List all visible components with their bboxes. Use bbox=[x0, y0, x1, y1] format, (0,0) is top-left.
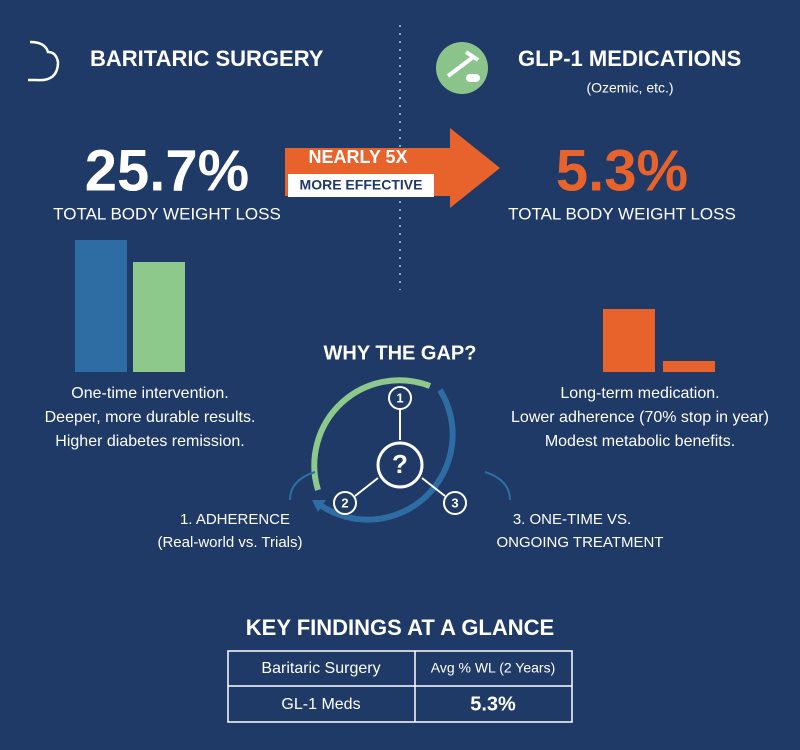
table-cell: GL-1 Meds bbox=[281, 696, 360, 713]
decor-bar bbox=[75, 240, 127, 372]
decor-bar bbox=[663, 361, 715, 372]
pill bbox=[466, 74, 480, 82]
cycle-arc bbox=[318, 388, 456, 523]
node-number: 1 bbox=[396, 390, 403, 405]
reason-label: 3. ONE-TIME VS. bbox=[513, 511, 631, 528]
left-title: BARITARIC SURGERY bbox=[90, 46, 324, 71]
note: Modest metabolic benefits. bbox=[545, 433, 735, 450]
node-circle bbox=[333, 491, 357, 515]
note: Higher diabetes remission. bbox=[55, 433, 244, 450]
connector bbox=[289, 471, 316, 501]
decor-bar bbox=[603, 309, 655, 372]
note: Lower adherence (70% stop in year) bbox=[511, 409, 769, 426]
cycle-nodes: 1 2 3 bbox=[333, 386, 467, 515]
table-cell: Baritaric Surgery bbox=[261, 660, 380, 677]
table-cell: Avg % WL (2 Years) bbox=[431, 660, 556, 676]
node-circle bbox=[443, 491, 467, 515]
right-subtitle: (Ozemic, etc.) bbox=[586, 80, 673, 96]
right-stat: 5.3% bbox=[556, 138, 688, 203]
arrow-line2: MORE EFFECTIVE bbox=[300, 177, 423, 193]
decor-bar bbox=[133, 262, 185, 372]
reason-detail: (Real-world vs. Trials) bbox=[157, 534, 302, 551]
node-circle bbox=[388, 386, 412, 410]
table-title: KEY FINDINGS AT A GLANCE bbox=[246, 615, 554, 640]
right-notes: Long-term medication. Lower adherence (70… bbox=[511, 385, 769, 450]
left-stat-label: TOTAL BODY WEIGHT LOSS bbox=[53, 204, 281, 223]
node-number: 3 bbox=[451, 495, 458, 510]
reason-detail: ONGOING TREATMENT bbox=[497, 534, 664, 551]
left-notes: One-time intervention. Deeper, more durab… bbox=[45, 385, 256, 450]
right-stat-label: TOTAL BODY WEIGHT LOSS bbox=[508, 204, 736, 223]
syringe bbox=[446, 50, 480, 78]
connector bbox=[421, 477, 446, 497]
node-number: 2 bbox=[341, 495, 348, 510]
connector bbox=[484, 471, 511, 501]
arrow-line1: NEARLY 5X bbox=[308, 147, 407, 167]
note: Deeper, more durable results. bbox=[45, 409, 256, 426]
table-cell: 5.3% bbox=[470, 693, 516, 715]
note: Long-term medication. bbox=[560, 385, 719, 402]
note: One-time intervention. bbox=[71, 385, 228, 402]
gap-title: WHY THE GAP? bbox=[324, 342, 477, 364]
center-circle bbox=[376, 441, 424, 489]
connector bbox=[354, 477, 379, 497]
stomach-icon bbox=[28, 40, 60, 82]
reason-label: 1. ADHERENCE bbox=[180, 511, 290, 528]
center-mark: ? bbox=[392, 449, 408, 479]
cycle-arrowhead bbox=[312, 500, 326, 512]
cycle-arc bbox=[311, 377, 432, 491]
arrow-label-box bbox=[288, 174, 434, 197]
left-stat: 25.7% bbox=[85, 138, 249, 203]
right-title: GLP-1 MEDICATIONS bbox=[518, 46, 741, 71]
